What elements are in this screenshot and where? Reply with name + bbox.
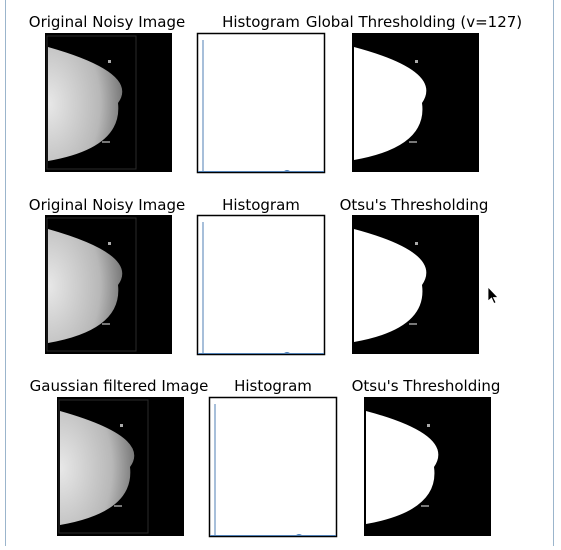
image-marker [427,424,430,427]
image-marker [114,505,122,507]
mouse-cursor [488,287,498,304]
panel-title: Original Noisy Image [29,13,185,31]
image-marker [409,323,417,325]
image-marker [108,60,111,63]
image-marker [409,141,417,143]
panel-title: Gaussian filtered Image [30,377,209,395]
histogram-frame [198,34,325,173]
image-marker [102,141,110,143]
panel-title: Histogram [222,196,300,214]
panel-title: Otsu's Thresholding [340,196,489,214]
image-marker [415,60,418,63]
image-marker [108,242,111,245]
panel-title: Global Thresholding (v=127) [306,13,522,31]
panel-title: Otsu's Thresholding [352,377,501,395]
panel-title: Histogram [234,377,312,395]
figure: Original Noisy Image Histogram Global Thre… [0,0,561,546]
histogram-frame [210,398,337,537]
histogram-frame [198,216,325,355]
panel-title: Original Noisy Image [29,196,185,214]
image-marker [421,505,429,507]
panel-title: Histogram [222,13,300,31]
image-marker [102,323,110,325]
image-marker [415,242,418,245]
image-marker [120,424,123,427]
